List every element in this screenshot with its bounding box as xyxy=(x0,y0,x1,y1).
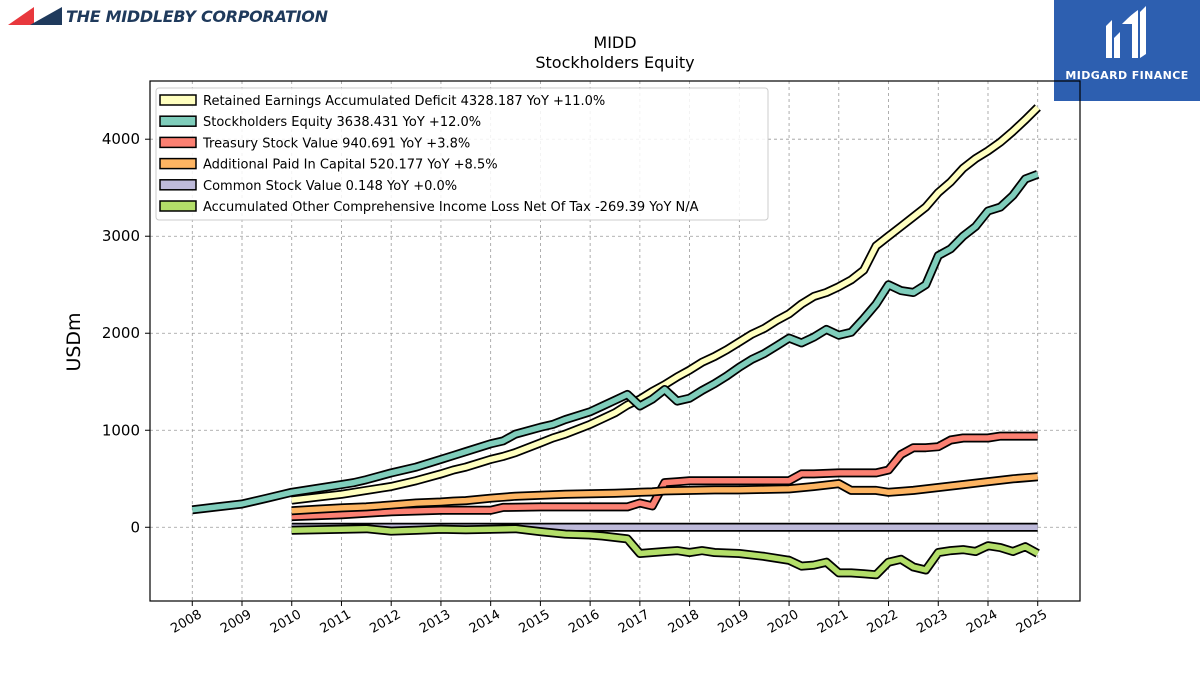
legend-item-3: Additional Paid In Capital 520.177 YoY +… xyxy=(159,157,498,173)
series-line-3 xyxy=(291,472,1039,516)
chart-subtitle: Stockholders Equity xyxy=(535,53,694,72)
company-logo: THE MIDDLEBY CORPORATION xyxy=(0,0,328,34)
midgard-logo-icon xyxy=(1106,6,1146,58)
legend-swatch xyxy=(159,94,197,106)
legend-label: Common Stock Value 0.148 YoY +0.0% xyxy=(203,179,457,194)
company-name: THE MIDDLEBY CORPORATION xyxy=(66,7,328,26)
x-tick-label: 2016 xyxy=(566,607,602,637)
x-tick-label: 2018 xyxy=(666,607,702,637)
legend-swatch xyxy=(159,115,197,127)
x-tick-label: 2022 xyxy=(865,607,901,637)
x-tick-label: 2010 xyxy=(268,607,304,637)
y-tick-label: 3000 xyxy=(102,227,140,245)
series-core xyxy=(191,171,1039,513)
midgard-finance-badge: MIDGARD FINANCE xyxy=(1054,0,1200,101)
series-core xyxy=(291,474,1038,514)
series-core xyxy=(291,105,1040,503)
legend-label: Treasury Stock Value 940.691 YoY +3.8% xyxy=(202,136,470,151)
x-tick-label: 2023 xyxy=(914,607,950,637)
y-tick-label: 4000 xyxy=(102,130,140,148)
legend-label: Stockholders Equity 3638.431 YoY +12.0% xyxy=(203,115,481,130)
x-tick-label: 2024 xyxy=(964,607,1000,637)
x-tick-label: 2012 xyxy=(367,607,403,637)
chart-title: MIDD xyxy=(593,33,636,52)
y-tick-label: 2000 xyxy=(102,324,140,342)
company-logo-mark-icon xyxy=(8,7,62,25)
legend-item-1: Stockholders Equity 3638.431 YoY +12.0% xyxy=(159,115,481,130)
legend-swatch xyxy=(159,157,197,170)
x-tick-label: 2017 xyxy=(616,607,652,637)
x-tick-label: 2015 xyxy=(517,607,553,637)
x-tick-label: 2014 xyxy=(467,607,503,637)
badge-label: MIDGARD FINANCE xyxy=(1065,69,1189,82)
x-tick-label: 2013 xyxy=(417,607,453,637)
x-tick-label: 2025 xyxy=(1014,607,1050,637)
y-tick-label: 0 xyxy=(130,518,140,536)
x-tick-label: 2008 xyxy=(168,607,204,637)
series-line-2 xyxy=(291,431,1038,522)
series-outline xyxy=(191,170,1040,515)
series-core xyxy=(291,525,1040,578)
legend-item-2: Treasury Stock Value 940.691 YoY +3.8% xyxy=(159,136,470,151)
legend-item-0: Retained Earnings Accumulated Deficit 43… xyxy=(159,94,605,109)
legend: Retained Earnings Accumulated Deficit 43… xyxy=(155,87,769,221)
legend-box xyxy=(155,87,769,221)
x-tick-label: 2011 xyxy=(318,607,354,637)
legend-label: Retained Earnings Accumulated Deficit 43… xyxy=(203,94,605,109)
legend-swatch xyxy=(159,200,197,212)
legend-item-5: Accumulated Other Comprehensive Income L… xyxy=(159,200,699,215)
series-line-0 xyxy=(291,104,1041,505)
x-tick-label: 2019 xyxy=(716,607,752,637)
series-lines xyxy=(191,104,1041,580)
y-tick-label: 1000 xyxy=(102,421,140,439)
x-tick-label: 2021 xyxy=(815,607,851,637)
series-line-5 xyxy=(291,524,1040,580)
legend-item-4: Common Stock Value 0.148 YoY +0.0% xyxy=(159,179,457,194)
legend-swatch xyxy=(159,179,197,191)
x-tick-label: 2009 xyxy=(218,607,254,637)
y-axis-label: USDm xyxy=(63,312,85,371)
series-line-1 xyxy=(191,170,1040,515)
x-tick-label: 2020 xyxy=(765,607,801,637)
legend-swatch xyxy=(159,136,197,149)
legend-label: Additional Paid In Capital 520.177 YoY +… xyxy=(203,158,498,173)
legend-label: Accumulated Other Comprehensive Income L… xyxy=(203,200,699,215)
plot-frame xyxy=(149,80,1081,602)
series-core xyxy=(291,433,1038,520)
